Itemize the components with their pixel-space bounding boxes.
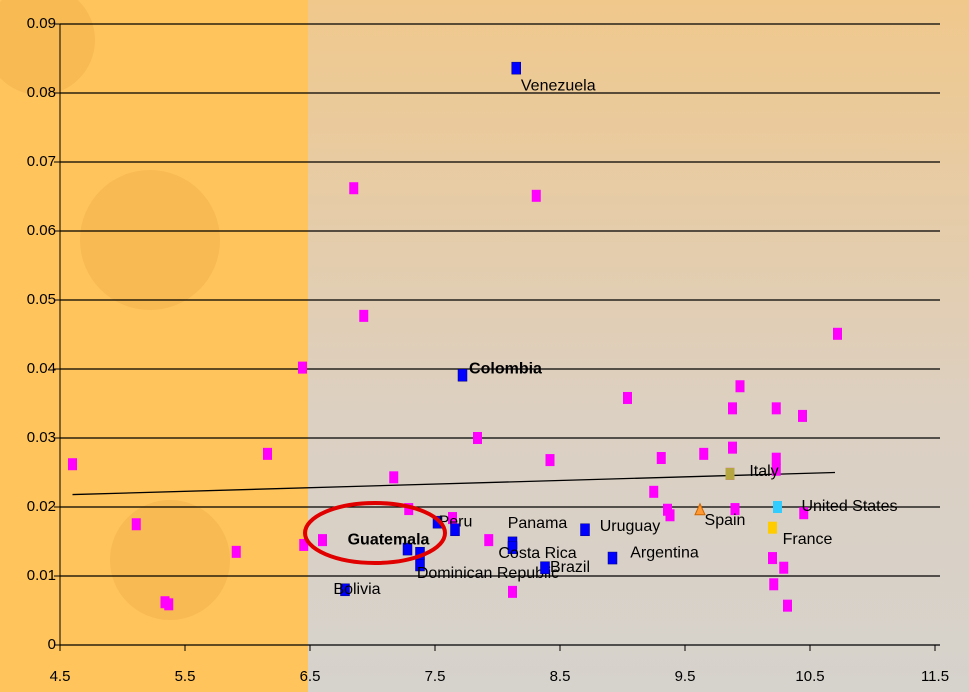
- y-tick-label: 0.01: [27, 567, 56, 584]
- point-label: France: [783, 531, 833, 548]
- y-tick-label: 0.08: [27, 84, 56, 101]
- point-label: Argentina: [630, 544, 699, 561]
- x-tick-label: 11.5: [921, 668, 949, 685]
- x-tick-label: 10.5: [795, 668, 824, 685]
- y-tick-label: 0.07: [27, 153, 56, 170]
- point: [404, 503, 414, 516]
- point: [779, 561, 789, 574]
- y-tick-label: 0.04: [27, 360, 56, 377]
- point: [699, 447, 709, 460]
- trendline: [72, 471, 836, 496]
- point: [531, 189, 541, 202]
- x-tick-label: 5.5: [175, 668, 196, 685]
- point: [656, 452, 666, 465]
- point: [263, 447, 272, 460]
- point-label: Guatemala: [348, 531, 430, 548]
- point: [833, 327, 842, 340]
- point-label: Colombia: [469, 360, 542, 377]
- point: [448, 512, 457, 525]
- point: [771, 463, 781, 476]
- y-tick-label: 0.06: [27, 222, 56, 239]
- point: [340, 583, 350, 597]
- point: [607, 551, 618, 565]
- point-label: Brazil: [550, 559, 590, 576]
- point: [457, 368, 468, 382]
- point: [540, 561, 550, 574]
- point-label: Italy: [749, 463, 778, 480]
- point: [694, 502, 706, 516]
- point: [730, 503, 740, 516]
- point: [768, 552, 777, 565]
- point: [728, 441, 737, 454]
- point: [318, 534, 327, 547]
- point: [231, 545, 241, 558]
- point: [349, 182, 359, 195]
- point: [769, 578, 779, 591]
- point: [299, 538, 309, 551]
- point: [402, 542, 413, 556]
- point: [359, 309, 369, 322]
- y-tick-label: 0.03: [27, 429, 56, 446]
- point: [665, 509, 675, 522]
- point-label: Venezuela: [521, 77, 596, 94]
- point-label: Spain: [705, 512, 746, 529]
- plot: 0 0.01 0.02 0.03 0.04 0.05 0.06 0.07 0.08 0.09 4.5…: [27, 15, 949, 685]
- y-tick-label: 0.09: [27, 15, 56, 32]
- point: [298, 361, 307, 374]
- point: [771, 402, 781, 415]
- point-label: Bolivia: [333, 581, 380, 598]
- point: [507, 541, 518, 554]
- highlight-ellipse: [303, 501, 447, 565]
- point-label: United States: [801, 498, 897, 515]
- x-tick-label: 7.5: [425, 668, 446, 685]
- point: [389, 471, 399, 484]
- point: [799, 507, 809, 520]
- point: [68, 458, 77, 471]
- point: [450, 523, 460, 537]
- point: [164, 598, 174, 611]
- point-label: Panama: [508, 515, 568, 532]
- point: [511, 61, 521, 75]
- point: [545, 454, 555, 467]
- point: [508, 585, 517, 598]
- point: [773, 501, 782, 513]
- point-label: Peru: [439, 513, 473, 530]
- point: [735, 380, 745, 393]
- point: [131, 518, 141, 531]
- point-label: Dominican Republic: [417, 565, 559, 582]
- point-label: Costa Rica: [498, 545, 576, 562]
- y-tick-label: 0.05: [27, 291, 56, 308]
- x-tick-label: 6.5: [300, 668, 321, 685]
- point: [728, 402, 737, 415]
- point: [771, 452, 781, 465]
- x-tick-label: 8.5: [550, 668, 571, 685]
- x-tick-label: 4.5: [50, 668, 71, 685]
- point: [580, 523, 590, 537]
- y-tick-label: 0: [48, 636, 56, 653]
- point: [783, 599, 792, 612]
- point: [623, 391, 632, 404]
- point: [725, 467, 735, 480]
- point: [473, 432, 482, 444]
- point-label: Uruguay: [600, 518, 660, 535]
- x-tick-label: 9.5: [675, 668, 696, 685]
- point: [798, 409, 807, 422]
- point: [649, 485, 659, 498]
- y-tick-label: 0.02: [27, 498, 56, 515]
- point: [768, 521, 777, 534]
- point: [484, 534, 494, 547]
